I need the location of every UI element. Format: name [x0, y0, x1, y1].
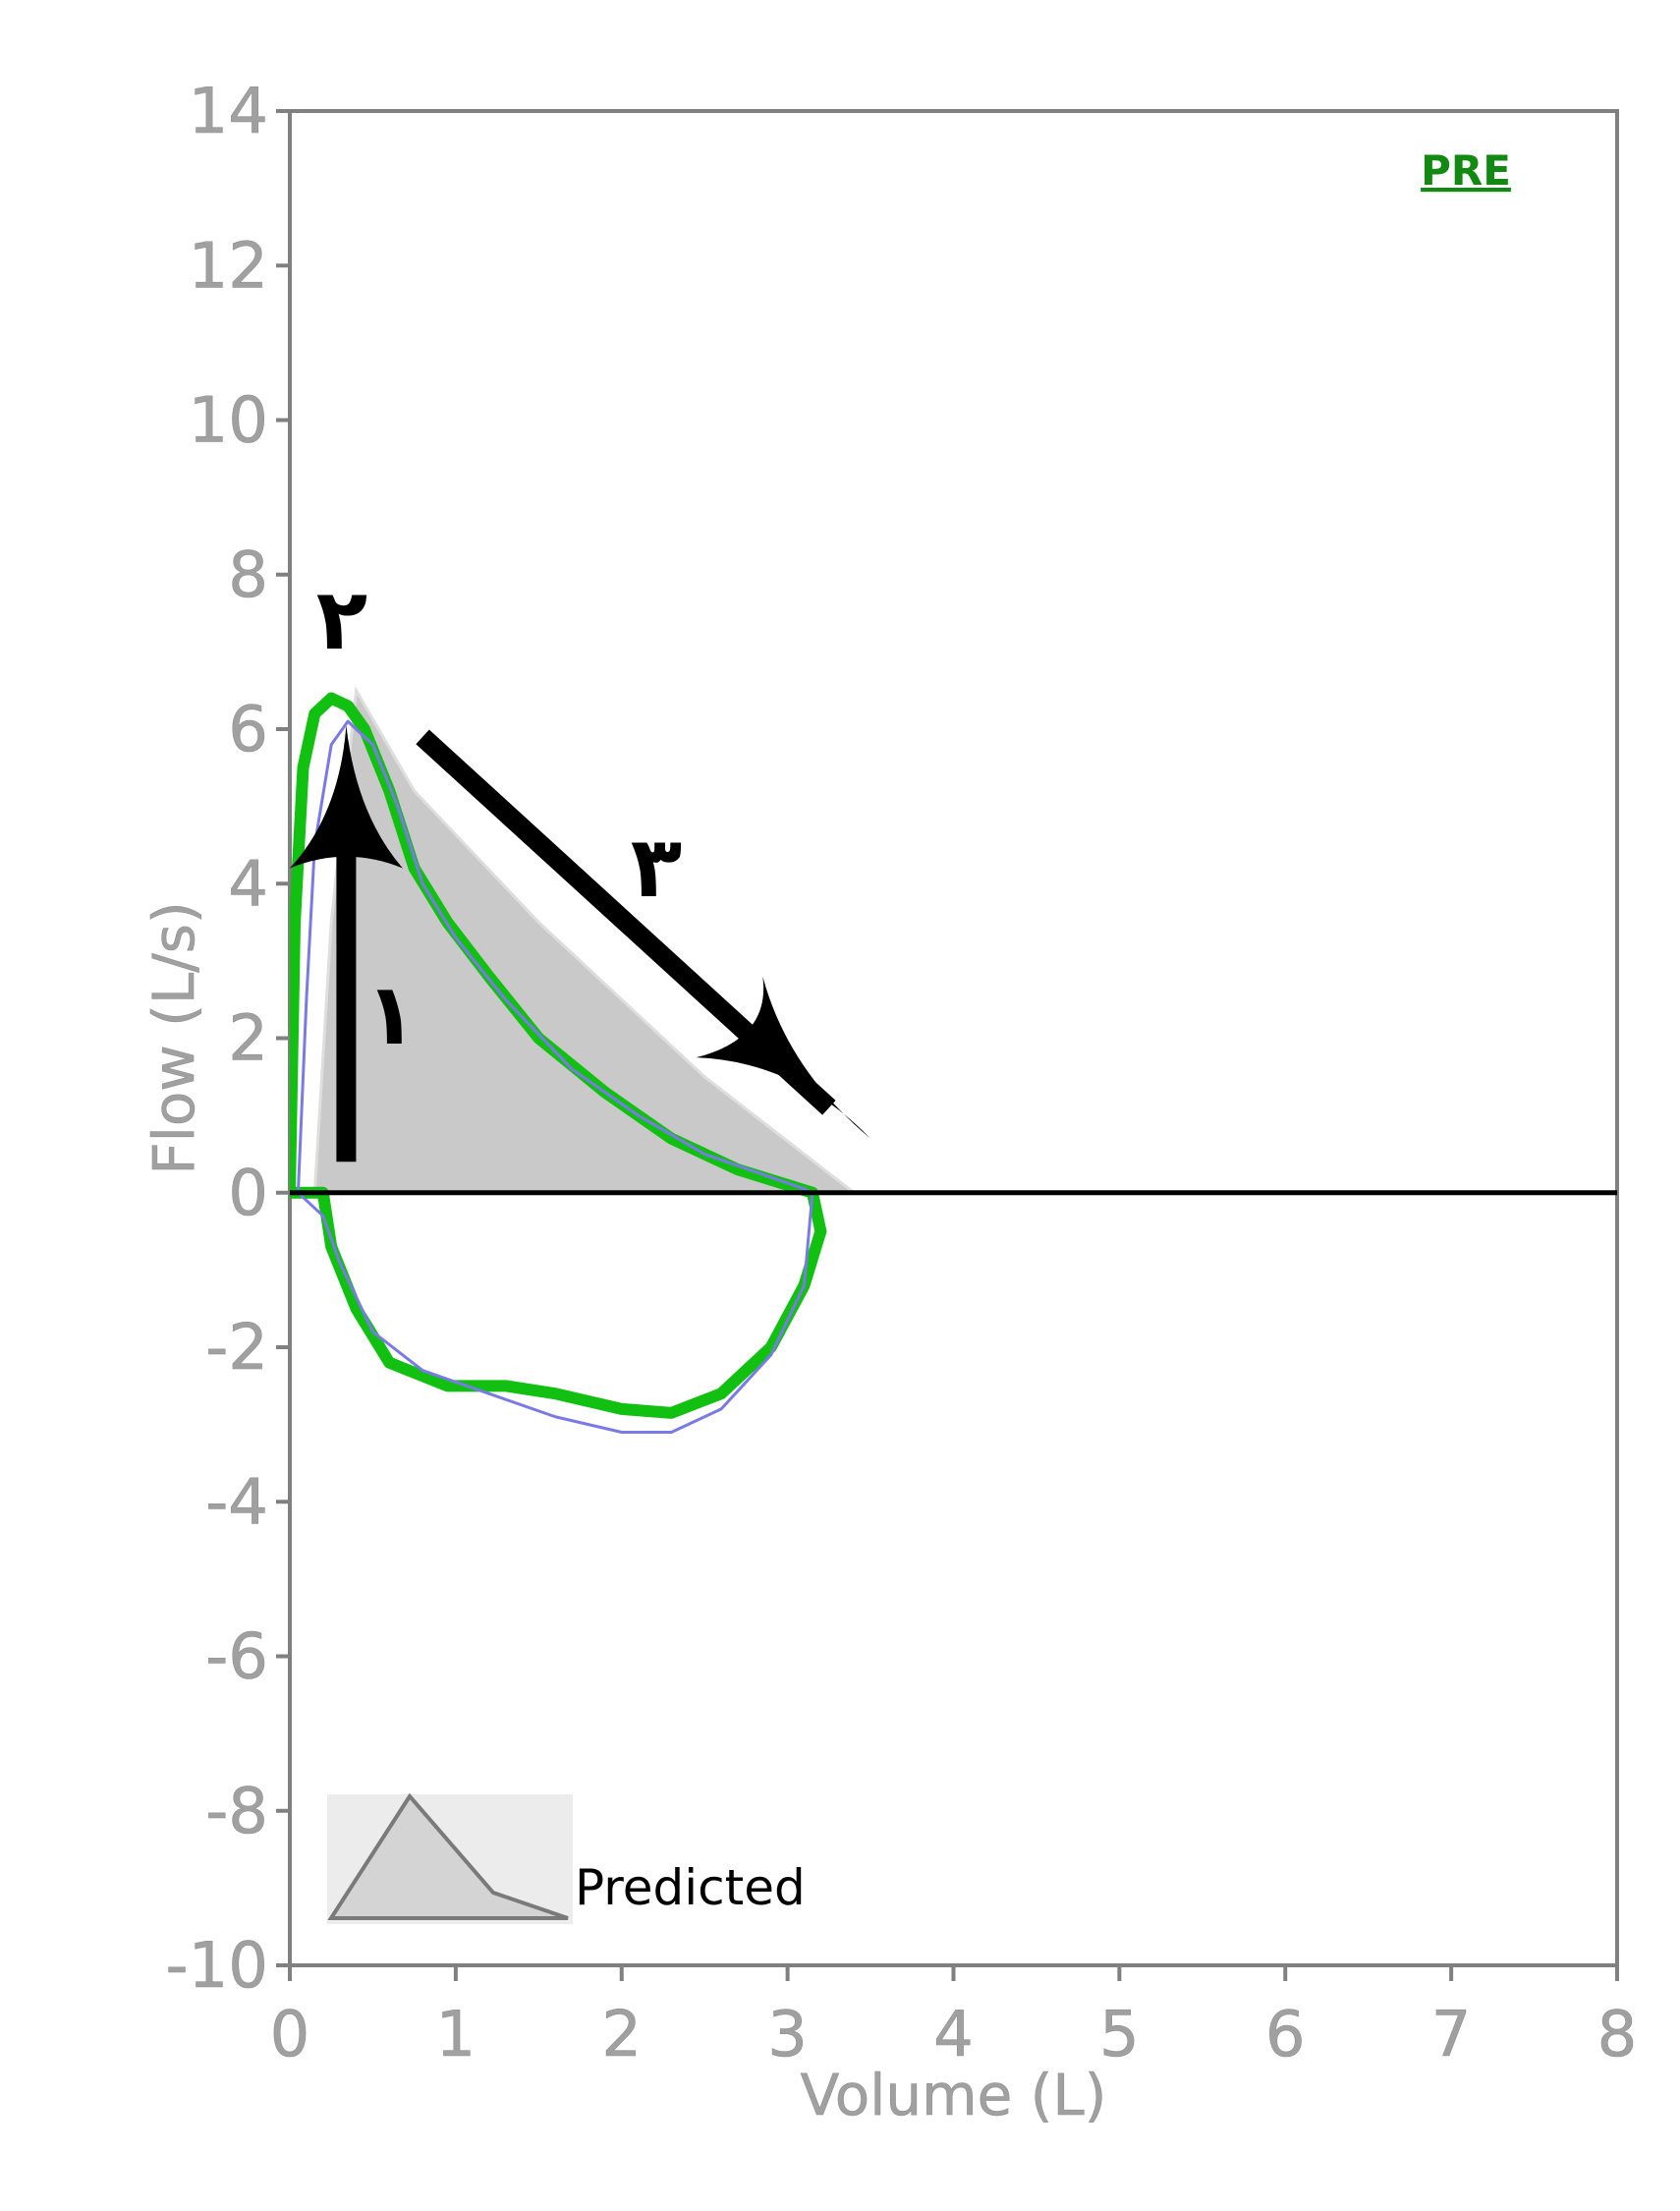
y-tick-label: 0: [228, 1158, 268, 1230]
y-tick-label: -4: [205, 1466, 268, 1539]
x-tick-label: 6: [1265, 1999, 1306, 2071]
pre-tag: PRE: [1421, 146, 1511, 195]
x-tick-label: 2: [601, 1999, 642, 2071]
series-predicted-area: [312, 685, 859, 1195]
legend-predicted-icon: [327, 1792, 569, 1920]
y-tick-label: -6: [205, 1621, 268, 1694]
series-measured-loop: [290, 692, 827, 1419]
arrow-1-head: [290, 725, 403, 869]
annotation-3: ٣: [631, 819, 683, 917]
annotation-2: ٢: [316, 571, 368, 669]
annotation-1: ١: [365, 966, 418, 1064]
y-tick-label: 6: [228, 694, 268, 766]
y-tick-label: 14: [189, 76, 268, 148]
y-tick-label: -8: [205, 1776, 268, 1848]
y-axis-title: Flow (L/s): [140, 901, 207, 1174]
y-tick-label: 4: [228, 848, 268, 921]
x-tick-label: 3: [767, 1999, 808, 2071]
y-tick-label: 8: [228, 539, 268, 612]
y-tick-label: 2: [228, 1003, 268, 1076]
x-axis-title: Volume (L): [801, 2062, 1107, 2128]
x-tick-label: 1: [436, 1999, 476, 2071]
x-tick-label: 7: [1431, 1999, 1472, 2071]
x-tick-label: 5: [1099, 1999, 1140, 2071]
x-tick-label: 0: [270, 1999, 310, 2071]
legend-predicted-label: Predicted: [575, 1859, 806, 1916]
series-second-trial-loop: [296, 719, 814, 1434]
y-tick-label: 10: [189, 385, 268, 458]
x-tick-label: 4: [933, 1999, 974, 2071]
y-tick-label: -2: [205, 1312, 268, 1385]
y-tick-label: 12: [189, 230, 268, 303]
y-tick-label: -10: [165, 1930, 268, 2003]
x-tick-label: 8: [1597, 1999, 1638, 2071]
arrow-3-head: [696, 976, 871, 1139]
